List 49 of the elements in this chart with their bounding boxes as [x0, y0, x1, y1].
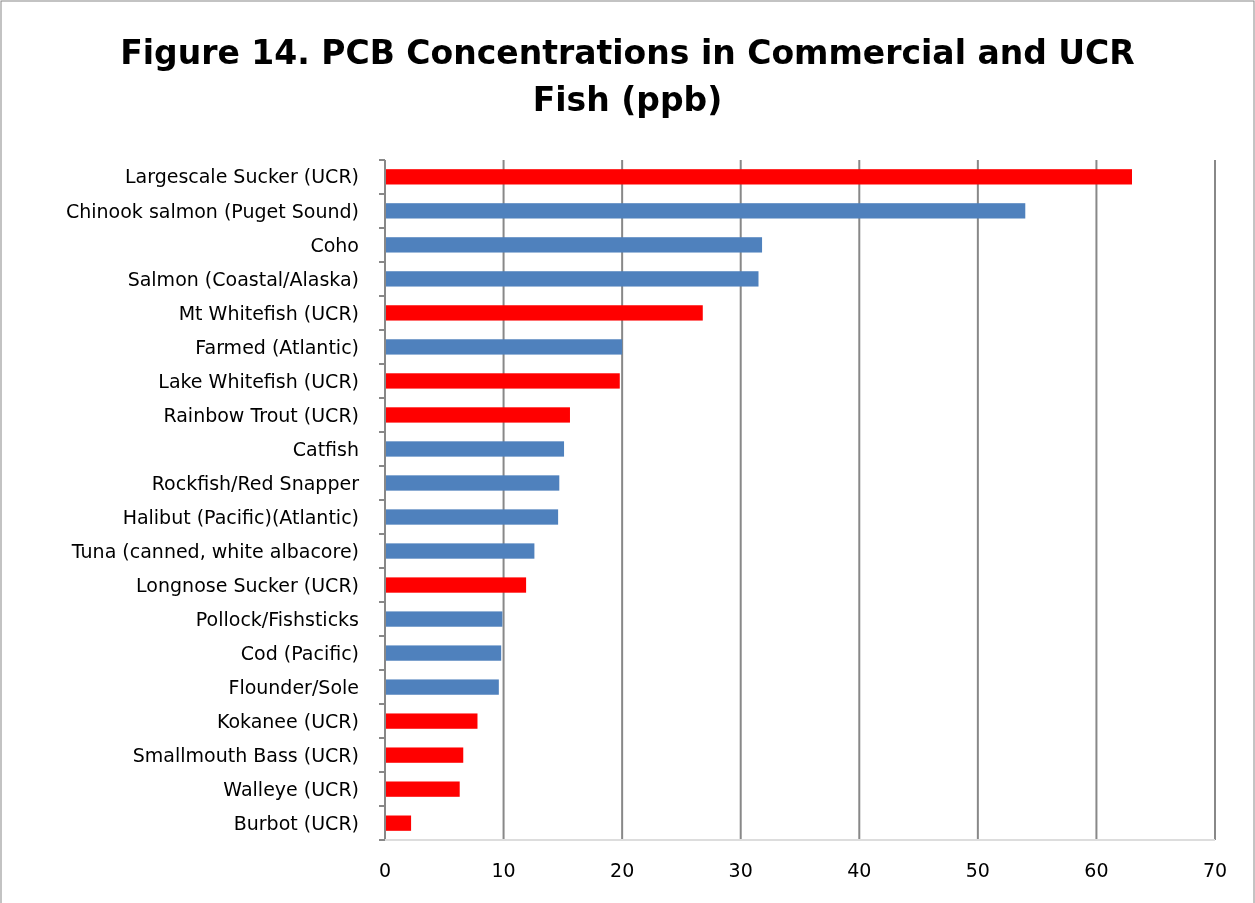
y-tick-label: Mt Whitefish (UCR): [178, 301, 359, 324]
y-tick-label: Salmon (Coastal/Alaska): [127, 267, 359, 290]
x-tick-label: 20: [610, 859, 635, 881]
y-tick-label: Kokanee (UCR): [216, 709, 359, 732]
bar: [385, 339, 623, 355]
chart-title: Figure 14. PCB Concentrations in Commercial and UCR Fish (ppb): [120, 33, 1135, 119]
bar: [385, 441, 565, 457]
bar: [385, 713, 478, 729]
y-tick-label: Longnose Sucker (UCR): [136, 573, 359, 596]
x-tick-label: 70: [1202, 859, 1228, 881]
bar: [385, 815, 412, 831]
x-tick-label: 30: [728, 859, 753, 881]
y-tick-label: Chinook salmon (Puget Sound): [65, 199, 359, 222]
bar: [385, 271, 759, 287]
bar: [385, 781, 460, 797]
y-tick-label: Coho: [310, 233, 359, 256]
y-tick-label: Largescale Sucker (UCR): [124, 165, 359, 188]
y-tick-label: Farmed (Atlantic): [195, 335, 359, 358]
y-tick-label: Rainbow Trout (UCR): [163, 403, 359, 426]
bar: [385, 679, 499, 695]
y-tick-label: Tuna (canned, white albacore): [70, 539, 359, 562]
x-tick-label: 0: [378, 859, 392, 881]
y-tick-label: Flounder/Sole: [228, 675, 359, 698]
y-tick-label: Cod (Pacific): [240, 641, 359, 664]
x-tick-label: 10: [491, 859, 516, 881]
y-tick-label: Smallmouth Bass (UCR): [132, 743, 359, 766]
bar: [385, 237, 763, 253]
y-tick-label: Walleye (UCR): [223, 777, 359, 800]
bar: [385, 747, 464, 763]
bar: [385, 611, 503, 627]
bar: [385, 407, 570, 423]
x-tick-label: 60: [1084, 859, 1109, 881]
bar: [385, 543, 535, 559]
y-tick-label: Halibut (Pacific)(Atlantic): [122, 505, 359, 528]
y-tick-label: Burbot (UCR): [233, 811, 359, 834]
bar: [385, 305, 703, 321]
bar: [385, 509, 559, 525]
x-tick-label: 50: [965, 859, 990, 881]
x-tick-label: 40: [847, 859, 872, 881]
bar: [385, 645, 502, 661]
y-tick-label: Catfish: [292, 437, 359, 460]
y-tick-label: Rockfish/Red Snapper: [151, 471, 360, 494]
bar: [385, 577, 527, 593]
bar: [385, 475, 560, 491]
bar: [385, 203, 1026, 219]
y-tick-label: Pollock/Fishsticks: [195, 607, 359, 630]
bar: [385, 169, 1132, 185]
y-tick-label: Lake Whitefish (UCR): [158, 369, 359, 392]
bar: [385, 373, 620, 389]
